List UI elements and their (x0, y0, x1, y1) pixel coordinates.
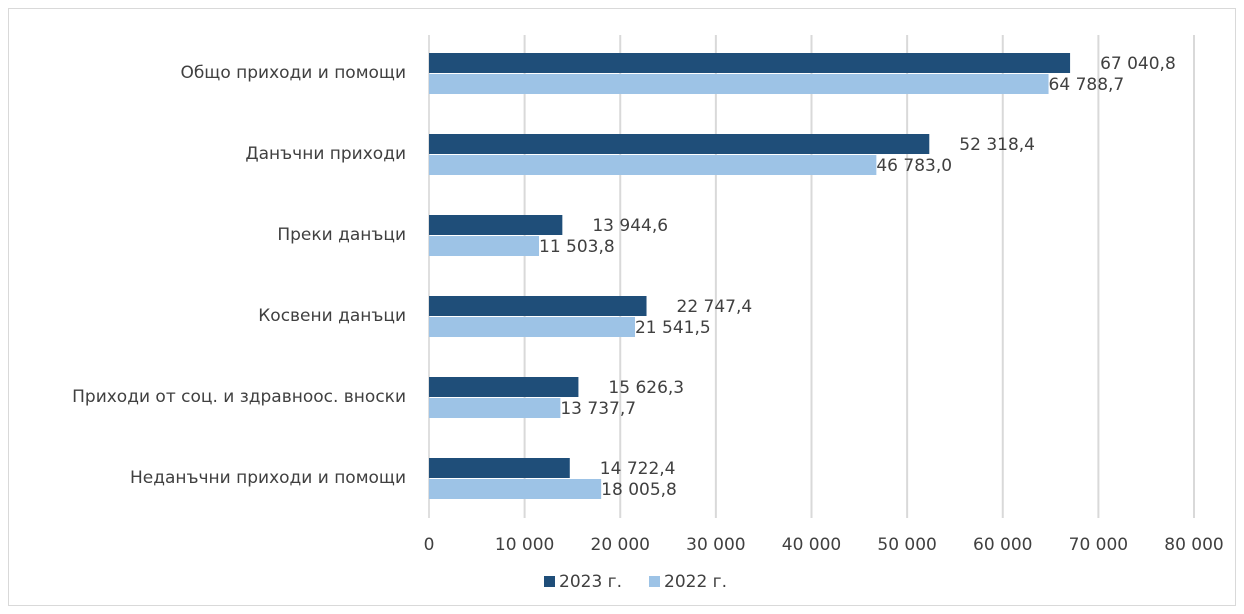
bar-2023 (429, 134, 930, 154)
x-tick-label: 0 (424, 535, 435, 555)
data-label: 14 722,4 (600, 459, 676, 479)
x-tick-label: 60 000 (973, 535, 1032, 555)
data-label: 67 040,8 (1100, 54, 1176, 74)
x-tick-label: 50 000 (877, 535, 936, 555)
category-label: Данъчни приходи (245, 144, 406, 164)
data-label: 46 783,0 (876, 156, 952, 176)
data-label: 64 788,7 (1049, 75, 1125, 95)
x-tick-label: 70 000 (1069, 535, 1128, 555)
bar-2022 (429, 74, 1049, 94)
data-label: 13 737,7 (560, 399, 636, 419)
legend-label: 2023 г. (559, 572, 622, 592)
legend-label: 2022 г. (664, 572, 727, 592)
bar-2022 (429, 236, 540, 256)
category-label: Косвени данъци (258, 306, 406, 326)
bar-2022 (429, 479, 602, 499)
x-tick-label: 30 000 (686, 535, 745, 555)
data-label: 18 005,8 (601, 480, 677, 500)
bar-2022 (429, 317, 635, 337)
category-label: Преки данъци (277, 225, 406, 245)
bar-2023 (429, 377, 579, 397)
x-tick-label: 20 000 (591, 535, 650, 555)
bar-2023 (429, 215, 563, 235)
bar-2023 (429, 296, 647, 316)
data-label: 13 944,6 (592, 216, 668, 236)
x-tick-label: 40 000 (782, 535, 841, 555)
bar-2023 (429, 53, 1071, 73)
bar-2022 (429, 398, 561, 418)
x-tick-label: 10 000 (495, 535, 554, 555)
data-label: 22 747,4 (677, 297, 753, 317)
legend-swatch (649, 576, 660, 587)
legend-swatch (544, 576, 555, 587)
category-label: Приходи от соц. и здравноос. вноски (72, 387, 406, 407)
x-tick-label: 80 000 (1164, 535, 1223, 555)
category-label: Общо приходи и помощи (180, 63, 406, 83)
data-label: 11 503,8 (539, 237, 615, 257)
data-label: 21 541,5 (635, 318, 711, 338)
category-label: Неданъчни приходи и помощи (130, 468, 406, 488)
data-label: 15 626,3 (608, 378, 684, 398)
bar-2022 (429, 155, 877, 175)
bar-2023 (429, 458, 570, 478)
data-label: 52 318,4 (959, 135, 1035, 155)
